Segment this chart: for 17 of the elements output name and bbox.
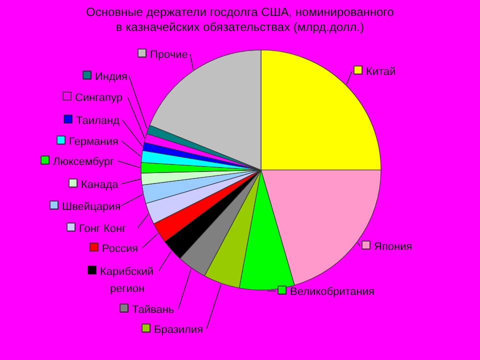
legend-label: Индия xyxy=(95,71,128,83)
legend-label: Китай xyxy=(366,66,396,78)
legend-label: Тайвань xyxy=(132,304,174,316)
legend-label: Таиланд xyxy=(76,115,120,127)
legend-label: Германия xyxy=(69,136,118,148)
legend-label: Канада xyxy=(81,179,120,191)
legend-label: Карибский регион xyxy=(100,266,154,295)
legend-label: Прочие xyxy=(150,49,188,61)
legend-label: Россия xyxy=(102,243,138,255)
slice-label: Сингапур xyxy=(75,92,123,104)
chart-title: Основные держатели госдолга США, номинированного в казначейских обязательствах (млрд.долл.) xyxy=(86,5,394,34)
legend-label: Гонг Конг xyxy=(79,223,126,235)
legend-label: Великобритания xyxy=(290,286,375,298)
legend-label: Бразилия xyxy=(154,324,204,336)
legend-label: Швейцария xyxy=(62,201,121,213)
legend-label: Япония xyxy=(374,241,412,253)
legend-label: Люксембург xyxy=(53,156,114,168)
